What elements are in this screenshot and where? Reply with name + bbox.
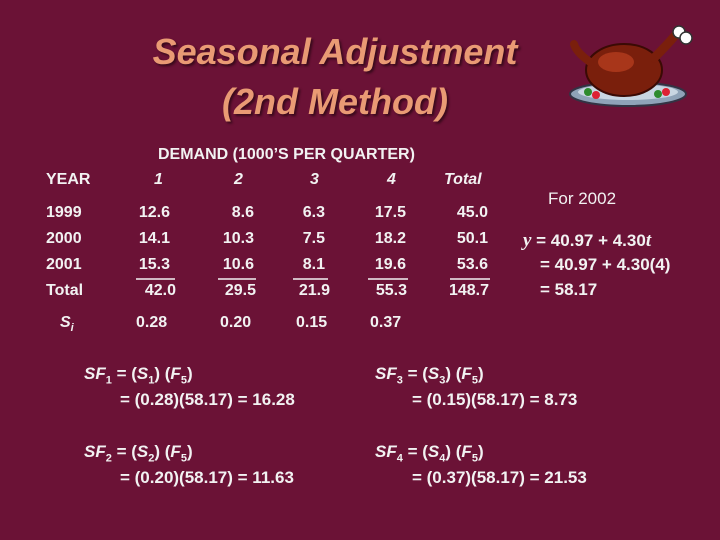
sf3-result: = (0.15)(58.17) = 8.73 (412, 390, 578, 409)
table-cell: 8.6 (231, 204, 254, 221)
sf-symbol: SF (84, 442, 106, 461)
forecast-equation-line1: y = 40.97 + 4.30t (523, 230, 651, 252)
sf-subscript: 1 (105, 374, 112, 387)
s-subscript: 3 (439, 374, 446, 387)
table-cell: 42.0 (144, 282, 176, 299)
table-cell: 12.6 (138, 204, 170, 221)
table-cell: 53.6 (456, 256, 488, 273)
sf1-formula: SF1 = (S1) (F5) (84, 364, 193, 387)
demand-super-header: DEMAND (1000’S PER QUARTER) (158, 146, 415, 163)
table-cell: 8.1 (302, 256, 325, 273)
table-cell: 10.6 (222, 256, 254, 273)
sf2-formula: SF2 = (S2) (F5) (84, 442, 193, 465)
seasonal-index-value: 0.37 (370, 314, 402, 331)
quarter-header-2: 2 (234, 171, 243, 188)
si-symbol: S (60, 314, 71, 331)
s-symbol: S (136, 364, 149, 383)
si-row-label: Si (60, 314, 74, 334)
sf-symbol: SF (84, 364, 106, 383)
table-cell: 17.5 (374, 204, 406, 221)
table-cell: 7.5 (302, 230, 325, 247)
year-label: 2001 (46, 256, 82, 273)
s-subscript: 2 (148, 452, 155, 465)
f-symbol: F (170, 364, 181, 383)
y-variable: y (523, 230, 532, 251)
sf4-formula: SF4 = (S4) (F5) (375, 442, 484, 465)
sf4-result: = (0.37)(58.17) = 21.53 (412, 468, 587, 487)
forecast-equation-line3: = 58.17 (540, 280, 598, 299)
s-symbol: S (427, 364, 440, 383)
table-cell: 6.3 (302, 204, 325, 221)
sf-subscript: 4 (396, 452, 403, 465)
total-column-header: Total (444, 171, 482, 188)
t-variable: t (645, 230, 652, 251)
s-symbol: S (427, 442, 440, 461)
table-cell: 45.0 (456, 204, 488, 221)
f-symbol: F (170, 442, 181, 461)
s-subscript: 4 (439, 452, 446, 465)
slide-title-line2: (2nd Method) (222, 81, 448, 122)
sf3-formula: SF3 = (S3) (F5) (375, 364, 484, 387)
f-subscript: 5 (180, 452, 187, 465)
quarter-header-1: 1 (154, 171, 163, 188)
sf-symbol: SF (375, 364, 397, 383)
f-subscript: 5 (180, 374, 187, 387)
sf-subscript: 2 (105, 452, 112, 465)
equation-text: = 40.97 + 4.30 (531, 231, 646, 250)
sf-subscript: 3 (396, 374, 403, 387)
sf2-result: = (0.20)(58.17) = 11.63 (120, 468, 294, 487)
roast-turkey-icon (569, 25, 693, 107)
slide-title-line1: Seasonal Adjustment (152, 31, 518, 72)
s-symbol: S (136, 442, 149, 461)
table-cell: 19.6 (374, 256, 406, 273)
seasonal-index-value: 0.20 (220, 314, 252, 331)
table-cell: 10.3 (222, 230, 254, 247)
table-cell: 148.7 (448, 282, 489, 299)
year-column-header: YEAR (46, 171, 91, 188)
quarter-header-3: 3 (310, 171, 319, 188)
table-cell: 29.5 (224, 282, 256, 299)
year-label: 1999 (46, 204, 82, 221)
table-cell: 21.9 (298, 282, 330, 299)
seasonal-index-value: 0.15 (296, 314, 328, 331)
forecast-heading: For 2002 (548, 189, 617, 208)
f-symbol: F (461, 364, 472, 383)
quarter-header-4: 4 (387, 171, 396, 188)
s-subscript: 1 (148, 374, 155, 387)
table-cell: 55.3 (375, 282, 407, 299)
f-subscript: 5 (471, 374, 478, 387)
forecast-equation-line2: = 40.97 + 4.30(4) (540, 255, 671, 274)
sf-symbol: SF (375, 442, 397, 461)
table-cell: 18.2 (374, 230, 406, 247)
table-cell: 14.1 (138, 230, 170, 247)
sf1-result: = (0.28)(58.17) = 16.28 (120, 390, 295, 409)
total-row-label: Total (46, 282, 84, 299)
si-subscript: i (70, 322, 74, 335)
f-subscript: 5 (471, 452, 478, 465)
table-cell: 50.1 (456, 230, 488, 247)
seasonal-index-value: 0.28 (136, 314, 168, 331)
table-cell: 15.3 (138, 256, 170, 273)
year-label: 2000 (46, 230, 82, 247)
f-symbol: F (461, 442, 472, 461)
